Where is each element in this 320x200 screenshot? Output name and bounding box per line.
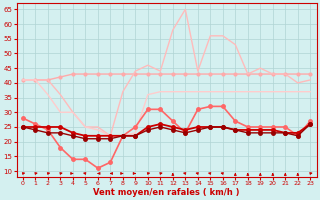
X-axis label: Vent moyen/en rafales ( km/h ): Vent moyen/en rafales ( km/h ) — [93, 188, 240, 197]
